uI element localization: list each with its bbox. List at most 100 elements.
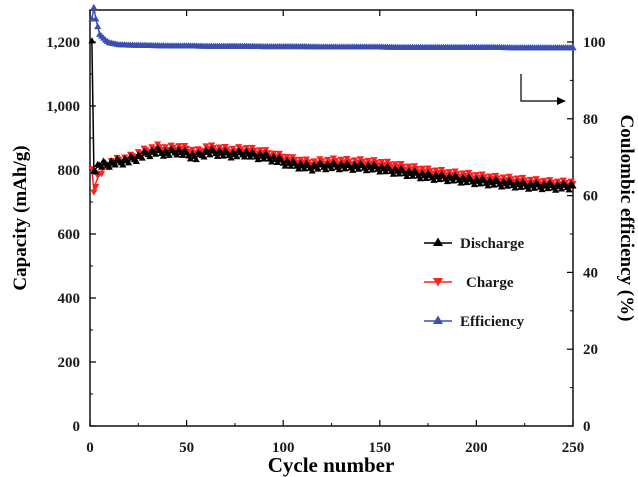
data-point-discharge	[200, 153, 208, 160]
data-point-discharge	[409, 172, 417, 179]
data-point-discharge	[552, 186, 560, 193]
y-tick-label-right: 40	[583, 265, 598, 281]
data-point-charge	[92, 183, 100, 190]
x-tick-label: 250	[562, 440, 585, 456]
data-point-discharge	[132, 157, 140, 164]
data-point-discharge	[490, 181, 498, 188]
data-point-discharge	[430, 176, 438, 183]
data-point-discharge	[544, 185, 552, 192]
y-tick-label-right: 20	[583, 342, 598, 358]
plot-frame	[89, 9, 574, 427]
data-point-discharge	[233, 153, 241, 160]
data-point-discharge	[125, 159, 133, 166]
data-point-discharge	[376, 168, 384, 175]
x-tick-label: 50	[179, 440, 194, 456]
y-axis-title-right: Coulombic efficiency (%)	[616, 115, 637, 322]
y-tick-label-left: 800	[58, 163, 81, 179]
data-point-discharge	[281, 162, 289, 169]
data-point-discharge	[206, 151, 214, 158]
data-point-discharge	[179, 151, 187, 158]
data-point-discharge	[403, 172, 411, 179]
data-point-discharge	[422, 174, 430, 181]
y-tick-label-left: 200	[58, 355, 81, 371]
y-tick-label-right: 60	[583, 189, 598, 205]
legend-label-charge: Charge	[466, 275, 514, 291]
legend-label-discharge: Discharge	[460, 236, 524, 252]
data-point-discharge	[524, 185, 533, 192]
data-point-discharge	[349, 166, 357, 173]
x-tick-label: 150	[369, 440, 392, 456]
data-point-discharge	[517, 183, 525, 190]
data-point-discharge	[119, 161, 127, 168]
y-tick-label-left: 400	[58, 291, 81, 307]
data-point-discharge	[227, 154, 235, 161]
data-point-discharge	[146, 152, 154, 160]
data-point-discharge	[314, 165, 322, 172]
data-point-discharge	[105, 163, 113, 170]
data-point-discharge	[449, 177, 457, 184]
y-tick-label-left: 1,000	[46, 99, 80, 115]
legend-item-discharge: Discharge	[424, 236, 524, 252]
data-point-discharge	[192, 156, 200, 163]
data-point-discharge	[260, 155, 268, 162]
data-point-discharge	[152, 150, 160, 157]
data-point-efficiency	[569, 44, 577, 51]
data-point-discharge	[97, 163, 106, 170]
data-point-discharge	[476, 180, 484, 187]
legend-item-charge: Charge	[424, 275, 514, 291]
data-point-discharge	[219, 152, 227, 159]
x-tick-label: 200	[465, 440, 488, 456]
data-point-discharge	[138, 154, 146, 161]
data-point-discharge	[443, 178, 452, 185]
right-axis-arrow	[520, 74, 566, 105]
data-point-discharge	[503, 182, 511, 189]
legend-label-efficiency: Efficiency	[460, 314, 525, 330]
y-tick-label-left: 600	[58, 227, 81, 243]
data-point-discharge	[463, 179, 471, 186]
data-point-discharge	[362, 167, 370, 174]
data-point-discharge	[335, 166, 343, 173]
legend-marker-efficiency	[433, 315, 443, 324]
y-tick-label-left: 1,200	[46, 35, 80, 51]
series-line-efficiency	[91, 7, 573, 49]
data-point-discharge	[381, 168, 390, 175]
data-point-discharge	[240, 153, 249, 160]
y-tick-label-right: 100	[583, 35, 606, 51]
legend-marker-discharge	[433, 237, 443, 246]
data-point-discharge	[254, 155, 262, 163]
y-tick-label-right: 80	[583, 112, 598, 128]
data-point-discharge	[436, 176, 444, 183]
data-point-discharge	[557, 185, 566, 192]
data-point-discharge	[322, 166, 330, 173]
y-tick-label-right: 0	[583, 419, 591, 435]
data-point-efficiency	[90, 3, 98, 10]
data-point-efficiency	[92, 15, 100, 22]
data-point-discharge	[530, 184, 538, 191]
ticks-layer: 0 50 100 150 200 250 0 200 400 600 800 1,000 1,200 0 2…	[46, 10, 606, 456]
data-point-discharge	[470, 181, 479, 188]
data-point-discharge	[565, 186, 573, 193]
series-layer	[88, 3, 577, 196]
legend-marker-charge	[433, 278, 443, 287]
data-point-charge	[90, 189, 98, 196]
data-point-discharge	[327, 164, 336, 172]
x-tick-label: 100	[272, 440, 295, 456]
data-point-discharge	[457, 179, 465, 186]
legend-item-efficiency: Efficiency	[424, 314, 525, 330]
x-axis-title: Cycle number	[268, 453, 395, 477]
data-point-charge	[97, 171, 106, 178]
data-point-discharge	[88, 37, 96, 44]
data-point-discharge	[92, 168, 100, 175]
series-efficiency	[88, 3, 577, 51]
x-tick-label: 0	[86, 440, 94, 456]
data-point-discharge	[165, 151, 173, 158]
data-point-discharge	[308, 167, 316, 174]
y-axis-title-left: Capacity (mAh/g)	[10, 145, 31, 290]
data-point-discharge	[295, 165, 303, 172]
data-point-discharge	[341, 165, 349, 172]
data-point-discharge	[268, 158, 276, 165]
data-point-discharge	[497, 183, 506, 190]
data-point-discharge	[354, 165, 363, 172]
legend: Discharge Charge Efficiency	[424, 236, 525, 330]
